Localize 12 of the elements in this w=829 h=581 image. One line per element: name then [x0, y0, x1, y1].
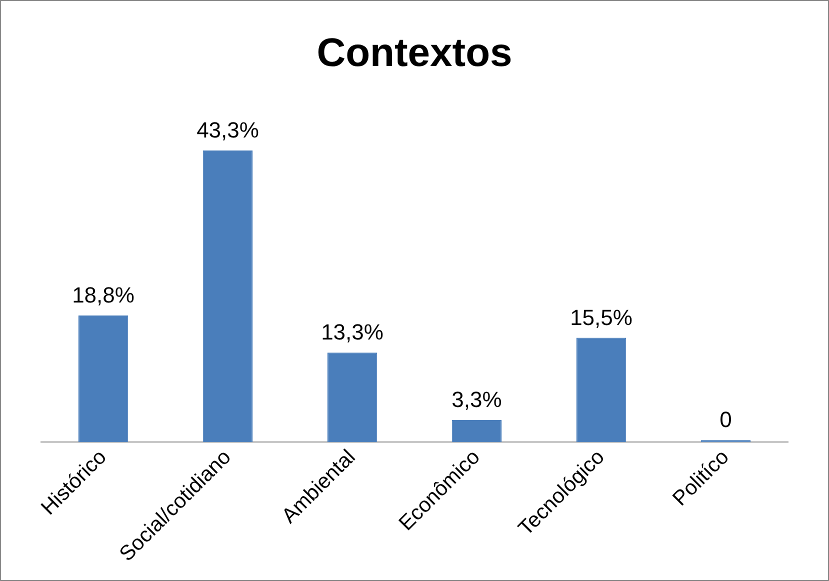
data-label: 13,3% [321, 320, 384, 345]
data-label: 18,8% [72, 282, 134, 308]
bar [576, 338, 626, 442]
data-label: 3,3% [452, 387, 502, 412]
data-label: 15,5% [570, 304, 632, 330]
bar [452, 420, 502, 442]
bar [78, 316, 128, 442]
bar [327, 352, 378, 442]
chart-title: Contextos [316, 31, 512, 76]
data-label: 0 [720, 407, 732, 432]
bar [202, 150, 253, 442]
data-label: 43,3% [196, 118, 259, 143]
